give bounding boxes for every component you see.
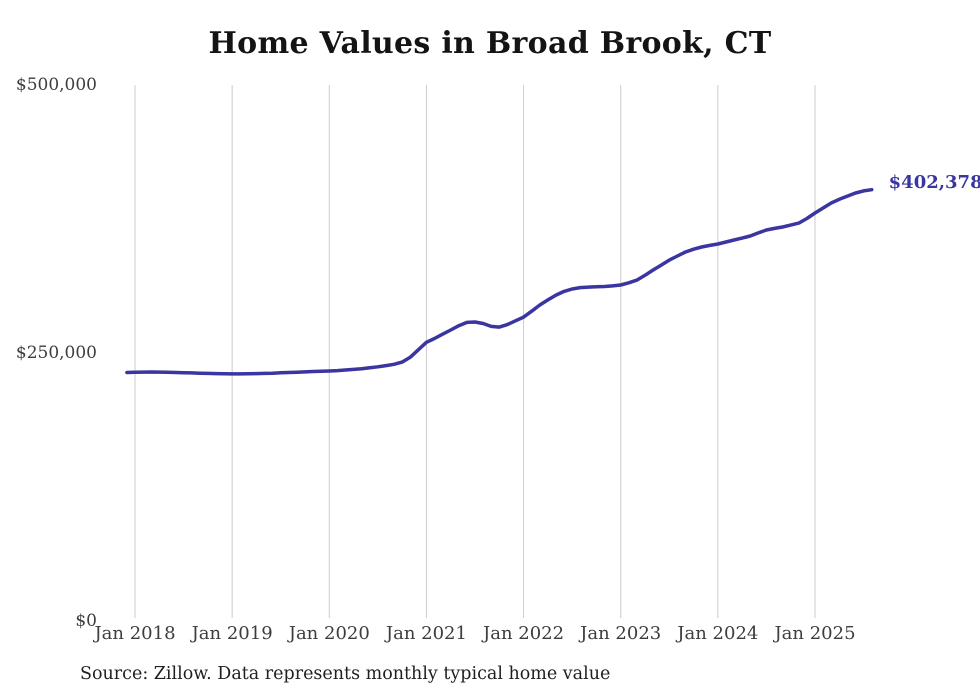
y-tick-label: $0 xyxy=(75,611,97,631)
y-tick-label: $500,000 xyxy=(15,75,97,95)
final-value-label: $402,378 xyxy=(888,171,980,193)
x-tick-label: Jan 2022 xyxy=(483,623,565,644)
home-value-line xyxy=(125,187,874,376)
x-tick-label: Jan 2020 xyxy=(288,623,370,644)
x-tick-label: Jan 2024 xyxy=(677,623,759,644)
x-tick-label: Jan 2023 xyxy=(580,623,662,644)
y-tick-label: $250,000 xyxy=(15,343,97,363)
chart-title: Home Values in Broad Brook, CT xyxy=(208,26,772,61)
x-tick-label: Jan 2021 xyxy=(385,623,467,644)
source-note: Source: Zillow. Data represents monthly … xyxy=(80,664,611,684)
x-tick-label: Jan 2025 xyxy=(774,623,856,644)
x-tick-label: Jan 2018 xyxy=(94,623,176,644)
x-tick-label: Jan 2019 xyxy=(191,623,273,644)
